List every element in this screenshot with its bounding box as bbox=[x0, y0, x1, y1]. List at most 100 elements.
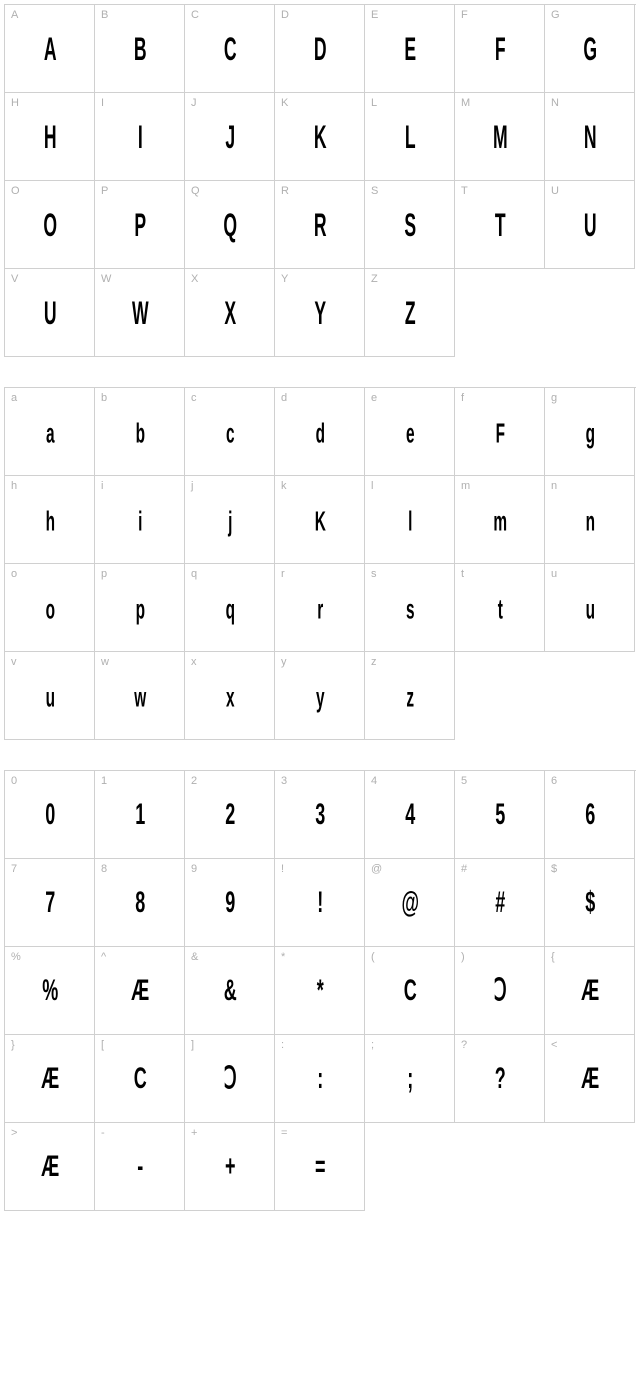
glyph-cell: 22 bbox=[185, 771, 275, 859]
cell-glyph: Ↄ bbox=[223, 1064, 235, 1094]
cell-label: u bbox=[551, 568, 557, 580]
cell-glyph: $ bbox=[585, 888, 594, 918]
glyph-cell: AA bbox=[5, 5, 95, 93]
cell-label: W bbox=[101, 273, 111, 285]
cell-glyph: W bbox=[131, 297, 147, 329]
cell-label: a bbox=[11, 392, 17, 404]
glyph-cell: )Ↄ bbox=[455, 947, 545, 1035]
cell-glyph: N bbox=[583, 121, 595, 153]
cell-glyph: 0 bbox=[45, 800, 54, 830]
cell-label: x bbox=[191, 656, 197, 668]
cell-glyph: u bbox=[45, 683, 54, 711]
glyph-cell: vu bbox=[5, 652, 95, 740]
cell-glyph: Æ bbox=[41, 1064, 58, 1094]
glyph-cell: CC bbox=[185, 5, 275, 93]
cell-label: ; bbox=[371, 1039, 374, 1051]
cell-glyph: D bbox=[313, 33, 325, 65]
glyph-cell: && bbox=[185, 947, 275, 1035]
glyph-cell: 88 bbox=[95, 859, 185, 947]
cell-glyph: d bbox=[315, 419, 324, 447]
cell-glyph: I bbox=[137, 121, 141, 153]
cell-glyph: U bbox=[583, 209, 595, 241]
glyph-cell: >Æ bbox=[5, 1123, 95, 1211]
cell-label: & bbox=[191, 951, 198, 963]
cell-label: 2 bbox=[191, 775, 197, 787]
cell-glyph: F bbox=[495, 419, 504, 447]
cell-label: B bbox=[101, 9, 108, 21]
cell-glyph: 8 bbox=[135, 888, 144, 918]
cell-glyph: X bbox=[224, 297, 235, 329]
cell-glyph: Æ bbox=[581, 1064, 598, 1094]
cell-glyph: 9 bbox=[225, 888, 234, 918]
cell-glyph: G bbox=[583, 33, 596, 65]
cell-glyph: g bbox=[585, 419, 594, 447]
cell-glyph: C bbox=[133, 1064, 145, 1094]
cell-label: r bbox=[281, 568, 285, 580]
cell-label: ( bbox=[371, 951, 375, 963]
cell-label: Y bbox=[281, 273, 288, 285]
cell-label: e bbox=[371, 392, 377, 404]
glyph-cell: nn bbox=[545, 476, 635, 564]
glyph-cell: jj bbox=[185, 476, 275, 564]
cell-label: # bbox=[461, 863, 467, 875]
cell-glyph: m bbox=[493, 507, 506, 535]
glyph-cell: gg bbox=[545, 388, 635, 476]
cell-glyph: H bbox=[43, 121, 55, 153]
cell-label: 5 bbox=[461, 775, 467, 787]
glyph-cell: VU bbox=[5, 269, 95, 357]
cell-glyph: # bbox=[495, 888, 504, 918]
section-lowercase: aabbccddeefFgghhiijjkKllmmnnooppqqrrsstt… bbox=[4, 387, 636, 740]
glyph-cell: RR bbox=[275, 181, 365, 269]
cell-glyph: = bbox=[315, 1152, 325, 1182]
cell-label: q bbox=[191, 568, 197, 580]
glyph-cell: ** bbox=[275, 947, 365, 1035]
cell-glyph: & bbox=[223, 976, 235, 1006]
cell-label: V bbox=[11, 273, 18, 285]
glyph-grid: 00112233445566778899!!@@##$$%%^Æ&&**(C)Ↄ… bbox=[4, 770, 636, 1211]
cell-glyph: b bbox=[135, 419, 144, 447]
cell-label: K bbox=[281, 97, 288, 109]
cell-label: 8 bbox=[101, 863, 107, 875]
cell-glyph: i bbox=[138, 507, 142, 535]
cell-glyph: e bbox=[405, 419, 413, 447]
glyph-cell: ;; bbox=[365, 1035, 455, 1123]
empty-cell bbox=[455, 652, 545, 740]
cell-label: d bbox=[281, 392, 287, 404]
cell-glyph: 1 bbox=[135, 800, 144, 830]
cell-label: b bbox=[101, 392, 107, 404]
glyph-cell: ]Ↄ bbox=[185, 1035, 275, 1123]
glyph-cell: zz bbox=[365, 652, 455, 740]
cell-label: = bbox=[281, 1127, 287, 1139]
glyph-cell: ++ bbox=[185, 1123, 275, 1211]
cell-label: D bbox=[281, 9, 289, 21]
cell-glyph: 7 bbox=[45, 888, 54, 918]
cell-label: 6 bbox=[551, 775, 557, 787]
glyph-cell: xx bbox=[185, 652, 275, 740]
empty-cell bbox=[545, 1123, 635, 1211]
cell-label: P bbox=[101, 185, 108, 197]
cell-label: S bbox=[371, 185, 378, 197]
cell-label: 3 bbox=[281, 775, 287, 787]
cell-label: 9 bbox=[191, 863, 197, 875]
cell-label: m bbox=[461, 480, 470, 492]
cell-label: R bbox=[281, 185, 289, 197]
cell-glyph: S bbox=[404, 209, 415, 241]
glyph-cell: }Æ bbox=[5, 1035, 95, 1123]
cell-glyph: q bbox=[225, 595, 234, 623]
cell-glyph: T bbox=[494, 209, 504, 241]
cell-glyph: a bbox=[45, 419, 53, 447]
cell-glyph: c bbox=[225, 419, 233, 447]
cell-label: O bbox=[11, 185, 20, 197]
cell-glyph: C bbox=[403, 976, 415, 1006]
glyph-cell: 99 bbox=[185, 859, 275, 947]
glyph-cell: kK bbox=[275, 476, 365, 564]
cell-label: f bbox=[461, 392, 464, 404]
cell-label: l bbox=[371, 480, 373, 492]
cell-label: 1 bbox=[101, 775, 107, 787]
cell-label: U bbox=[551, 185, 559, 197]
cell-label: T bbox=[461, 185, 468, 197]
glyph-cell: LL bbox=[365, 93, 455, 181]
cell-label: k bbox=[281, 480, 287, 492]
cell-label: ? bbox=[461, 1039, 467, 1051]
cell-label: A bbox=[11, 9, 18, 21]
